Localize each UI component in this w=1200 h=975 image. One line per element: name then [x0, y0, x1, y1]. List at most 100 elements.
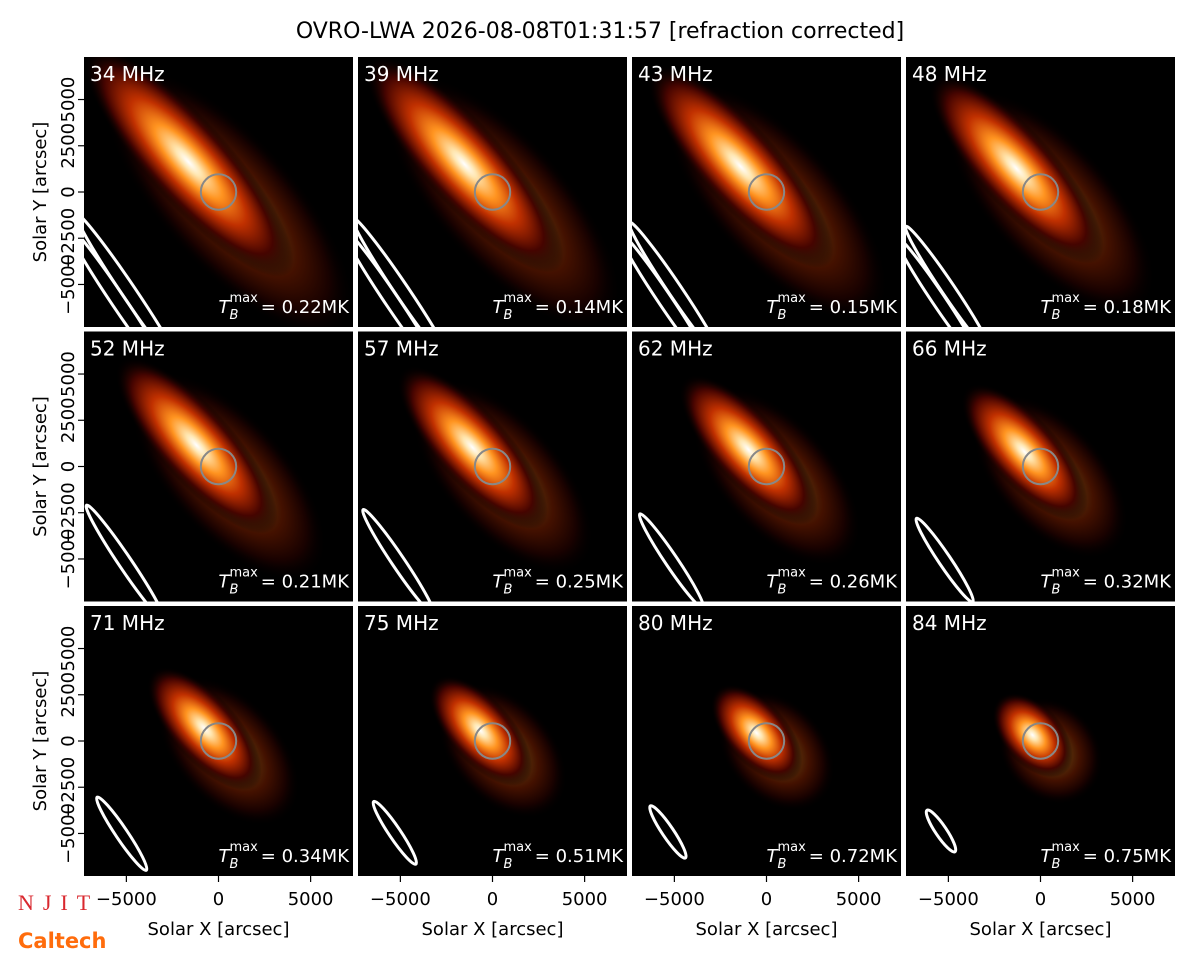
y-tick-label: −2500: [58, 482, 79, 543]
solar-disk: [473, 447, 512, 486]
tb-sup: max: [777, 840, 806, 855]
beam: [924, 808, 958, 854]
frequency-label: 57 MHz: [364, 337, 439, 361]
tb-sup: max: [229, 840, 258, 855]
brightness-label: TBmax = 0.18MK: [1041, 291, 1173, 323]
x-axis-label: Solar X [arcsec]: [970, 919, 1112, 940]
tb-symbol: T: [219, 297, 232, 318]
emission: [647, 64, 834, 268]
solar-disk: [199, 173, 238, 211]
panel: [906, 57, 1175, 327]
frequency-label: 66 MHz: [912, 337, 987, 361]
y-axis-label: Solar Y [arcsec]: [30, 122, 51, 263]
emission: [115, 357, 278, 534]
tb-value: = 0.15MK: [809, 297, 898, 318]
y-tick-label: 5000: [58, 77, 79, 123]
x-tick-label: 0: [761, 889, 772, 910]
emission: [365, 57, 564, 273]
tb-sup: max: [777, 566, 806, 581]
beam: [358, 226, 444, 327]
brightness-label: TBmax = 0.22MK: [219, 291, 351, 323]
tb-sup: max: [1051, 566, 1080, 581]
tb-value: = 0.34MK: [261, 846, 350, 867]
beam: [906, 234, 983, 327]
frequency-label: 34 MHz: [90, 62, 165, 86]
panel: [84, 331, 353, 602]
x-tick-label: 5000: [1110, 889, 1156, 910]
logo-njit: NJIT: [18, 890, 99, 915]
panel: [84, 57, 353, 327]
tb-sup: max: [1051, 291, 1080, 306]
tb-value: = 0.22MK: [261, 297, 350, 318]
x-tick-label: −5000: [96, 889, 157, 910]
tb-sup: max: [229, 291, 258, 306]
tb-sup: max: [503, 840, 532, 855]
frequency-label: 71 MHz: [90, 611, 165, 635]
y-tick-label: 2500: [58, 123, 79, 169]
y-tick-label: 0: [58, 735, 79, 746]
tb-symbol: T: [1041, 846, 1054, 867]
solar-disk: [1021, 447, 1060, 486]
tb-value: = 0.25MK: [535, 572, 624, 593]
tb-sub: B: [504, 583, 513, 598]
brightness-label: TBmax = 0.14MK: [493, 291, 625, 323]
emission: [710, 684, 803, 782]
solar-disk: [1021, 173, 1060, 211]
x-tick-label: 5000: [562, 889, 608, 910]
tb-value: = 0.14MK: [535, 297, 624, 318]
x-tick-label: 0: [487, 889, 498, 910]
tb-symbol: T: [493, 297, 506, 318]
logo-caltech: Caltech: [18, 929, 106, 953]
solar-disk: [1021, 722, 1060, 760]
tb-symbol: T: [767, 572, 780, 593]
tb-sub: B: [504, 308, 513, 323]
brightness-label: TBmax = 0.15MK: [767, 291, 899, 323]
tb-sub: B: [778, 857, 787, 872]
emission: [992, 692, 1073, 778]
tb-symbol: T: [1041, 297, 1054, 318]
x-axis-label: Solar X [arcsec]: [696, 919, 838, 940]
tb-sub: B: [504, 857, 513, 872]
panel: [632, 606, 901, 876]
emission: [397, 365, 548, 529]
brightness-label: TBmax = 0.75MK: [1041, 840, 1173, 872]
tb-sub: B: [1052, 308, 1061, 323]
tb-value: = 0.75MK: [1083, 846, 1172, 867]
panel: [358, 606, 627, 876]
y-tick-label: 0: [58, 461, 79, 472]
frequency-label: 48 MHz: [912, 62, 987, 86]
x-axis-label: Solar X [arcsec]: [422, 919, 564, 940]
x-axis-label: Solar X [arcsec]: [148, 919, 290, 940]
solar-disk: [747, 173, 786, 211]
tb-sup: max: [229, 566, 258, 581]
beam: [648, 804, 688, 860]
tb-value: = 0.26MK: [809, 572, 898, 593]
frequency-label: 62 MHz: [638, 337, 713, 361]
tb-sub: B: [230, 857, 239, 872]
emission: [961, 383, 1088, 520]
tb-symbol: T: [767, 297, 780, 318]
y-tick-label: −2500: [58, 757, 79, 818]
y-axis-label: Solar Y [arcsec]: [30, 671, 51, 812]
emission: [679, 374, 818, 525]
panel: [84, 606, 353, 876]
brightness-label: TBmax = 0.21MK: [219, 566, 351, 598]
tb-sup: max: [1051, 840, 1080, 855]
y-tick-label: 2500: [58, 672, 79, 718]
brightness-label: TBmax = 0.32MK: [1041, 566, 1173, 598]
frequency-label: 39 MHz: [364, 62, 439, 86]
emission: [428, 675, 533, 786]
tb-value: = 0.18MK: [1083, 297, 1172, 318]
brightness-label: TBmax = 0.51MK: [493, 840, 625, 872]
emission: [147, 666, 262, 791]
tb-symbol: T: [219, 846, 232, 867]
beam: [361, 507, 436, 602]
x-tick-label: −5000: [918, 889, 979, 910]
y-tick-label: 0: [58, 186, 79, 197]
x-tick-label: 0: [213, 889, 224, 910]
y-tick-label: −2500: [58, 208, 79, 269]
brightness-label: TBmax = 0.26MK: [767, 566, 899, 598]
tb-sup: max: [503, 291, 532, 306]
panel: [632, 331, 901, 602]
